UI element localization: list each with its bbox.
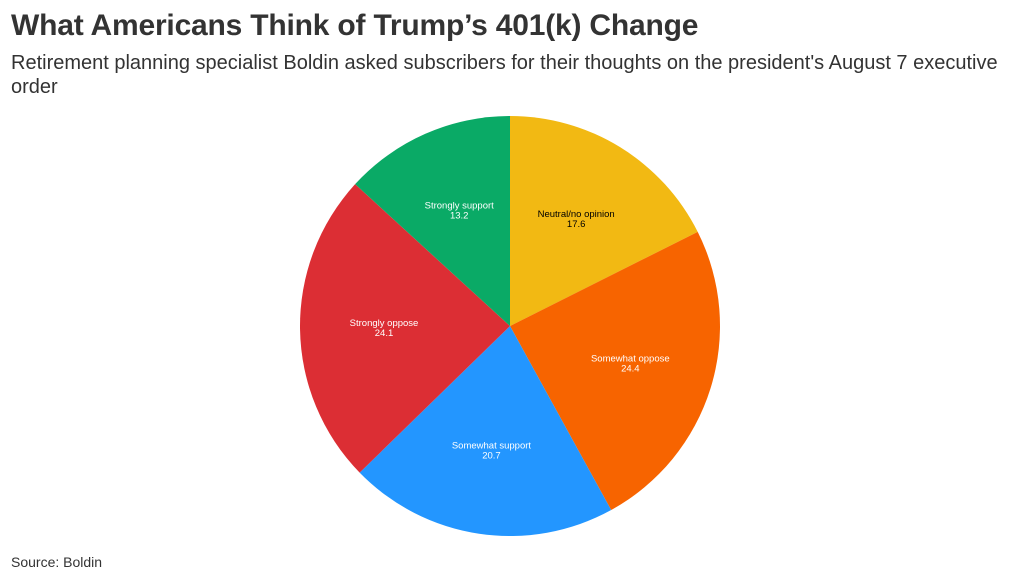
- slice-value-somewhat-support: 20.7: [482, 451, 501, 462]
- pie-slice-neutral-no-opinion: [510, 116, 698, 326]
- pie-slices: [300, 116, 721, 536]
- pie-slice-strongly-oppose: [300, 184, 510, 473]
- slice-label-somewhat-support: Somewhat support: [452, 441, 532, 452]
- slice-value-somewhat-oppose: 24.4: [621, 363, 640, 374]
- source-note: Source: Boldin: [11, 554, 103, 570]
- slice-label-somewhat-oppose: Somewhat oppose: [591, 353, 670, 364]
- slice-value-neutral-no-opinion: 17.6: [567, 219, 586, 230]
- pie-slice-strongly-support: [355, 116, 510, 326]
- chart-subtitle: Retirement planning specialist Boldin as…: [11, 52, 998, 98]
- pie-slice-somewhat-oppose: [510, 231, 721, 511]
- slice-value-strongly-oppose: 24.1: [375, 328, 394, 339]
- slice-label-strongly-support: Strongly support: [425, 201, 495, 212]
- pie-slice-somewhat-support: [359, 326, 612, 536]
- slice-label-strongly-oppose: Strongly oppose: [350, 318, 419, 329]
- chart-title: What Americans Think of Trump’s 401(k) C…: [11, 9, 699, 42]
- slice-label-neutral-no-opinion: Neutral/no opinion: [538, 209, 615, 220]
- slice-value-strongly-support: 13.2: [450, 211, 469, 222]
